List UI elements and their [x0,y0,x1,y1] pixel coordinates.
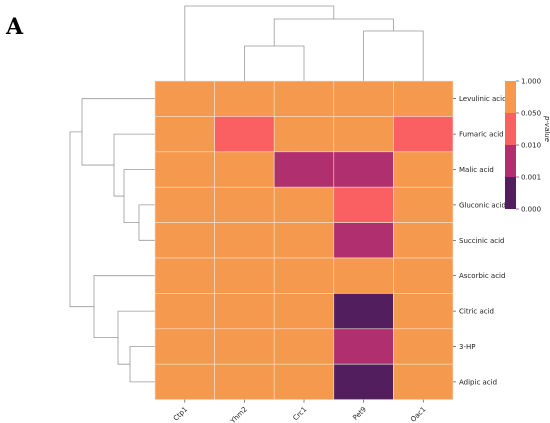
column-labels: Ctp1 Yhm2 Crc1 Pet9 Oac1 [172,399,428,423]
heatmap-cells [154,80,454,400]
heatmap-cell-4-3 [333,222,394,259]
heatmap-cell-5-4 [393,257,454,294]
heatmap-cell-2-4 [393,151,454,188]
colorbar-tick-label: 0.010 [521,142,541,150]
heatmap-cell-4-4 [393,222,454,259]
row-label: 3-HP [459,343,475,351]
heatmap-cell-5-1 [214,257,275,294]
heatmap-cell-3-4 [393,186,454,223]
column-label: Ctp1 [172,405,189,422]
dendrogram-link [123,169,155,223]
heatmap-cell-3-2 [273,186,335,223]
dendrogram-link [138,204,155,241]
heatmap-cell-1-2 [273,116,335,153]
column-dendrogram [184,5,424,81]
heatmap-cell-3-1 [214,186,275,223]
colorbar-segment [505,145,516,177]
heatmap-cell-1-4 [393,116,454,153]
heatmap-cell-7-4 [393,328,454,365]
heatmap-cell-5-2 [273,257,335,294]
heatmap-cell-1-3 [333,116,394,153]
dendrogram-link [244,45,305,81]
heatmap-cell-8-1 [214,363,275,400]
row-dendrogram [69,98,155,383]
heatmap-cell-6-2 [273,293,335,330]
heatmap-cell-0-1 [214,80,275,117]
row-label: Adipic acid [459,378,497,386]
dendrogram-link [113,133,155,197]
heatmap-cell-1-0 [154,116,215,153]
row-label: Levulinic acid [459,95,507,103]
dendrogram-link [93,275,155,339]
heatmap-cell-7-0 [154,328,215,365]
heatmap-cell-2-2 [273,151,335,188]
column-label: Pet9 [351,405,368,422]
colorbar-tick-label: 1.000 [521,78,541,86]
heatmap-cell-0-0 [154,80,215,117]
heatmap-cell-4-1 [214,222,275,259]
heatmap-cell-5-3 [333,257,394,294]
heatmap-cell-2-3 [333,151,394,188]
heatmap-cell-0-3 [333,80,394,117]
heatmap-cell-2-0 [154,151,215,188]
heatmap-cell-7-1 [214,328,275,365]
heatmap-cell-6-1 [214,293,275,330]
dendrogram-link [117,310,155,365]
column-label: Yhm2 [228,405,249,423]
heatmap-cell-4-2 [273,222,335,259]
heatmap-cell-7-3 [333,328,394,365]
heatmap-cell-5-0 [154,257,215,294]
colorbar-tick-label: 0.001 [521,174,541,182]
heatmap-cell-4-0 [154,222,215,259]
colorbar-tick-label: 0.050 [521,110,541,118]
colorbar: 1.000 0.050 0.010 0.001 0.000 p-value [505,78,550,214]
heatmap-cell-8-0 [154,363,215,400]
heatmap-cell-8-4 [393,363,454,400]
row-label: Succinic acid [459,237,505,245]
heatmap-cell-0-2 [273,80,335,117]
row-label: Ascorbic acid [459,272,505,280]
heatmap-cell-3-3 [333,186,394,223]
dendrogram-link [69,131,94,308]
heatmap-cell-3-0 [154,186,215,223]
panel-label: A [6,14,24,40]
dendrogram-link [129,346,155,383]
column-label: Crc1 [291,405,308,422]
heatmap-cell-8-2 [273,363,335,400]
row-label: Citric acid [459,308,494,316]
heatmap-cell-1-1 [214,116,275,153]
heatmap-cell-8-3 [333,363,394,400]
heatmap-cell-2-1 [214,151,275,188]
colorbar-label: p-value [543,115,550,142]
heatmap-cell-6-0 [154,293,215,330]
heatmap-cell-0-4 [393,80,454,117]
colorbar-segment [505,81,516,113]
dendrogram-link [273,18,394,46]
colorbar-segment [505,177,516,209]
heatmap-cell-7-2 [273,328,335,365]
colorbar-segment [505,113,516,145]
colorbar-tick-label: 0.000 [521,206,541,214]
heatmap-cell-6-3 [333,293,394,330]
dendrogram-link [184,5,335,81]
column-label: Oac1 [409,405,427,423]
row-label: Fumaric acid [459,131,504,139]
row-label: Malic acid [459,166,494,174]
heatmap-cell-6-4 [393,293,454,330]
dendrogram-link [363,30,424,81]
row-label: Gluconic acid [459,201,506,209]
row-labels: Levulinic acid Fumaric acid Malic acid Gluc… [453,95,507,386]
dendrogram-link [81,98,155,166]
